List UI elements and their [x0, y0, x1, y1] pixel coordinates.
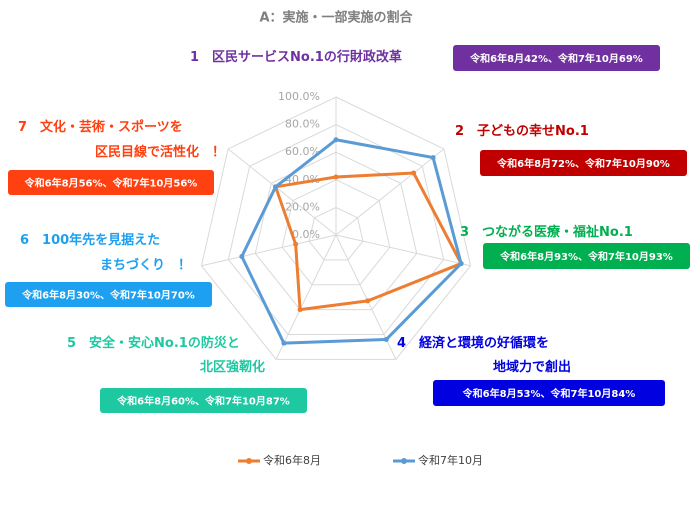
marker	[239, 253, 245, 259]
category-label-line: 2 子どもの幸せNo.1	[455, 123, 589, 139]
marker	[293, 241, 299, 247]
marker	[297, 307, 303, 313]
spoke	[335, 234, 471, 267]
category-label: 4 経済と環境の好循環を地域力で創出	[397, 335, 571, 375]
legend-label: 令和6年8月	[263, 453, 321, 467]
spoke	[201, 234, 337, 267]
category-label-line: 1 区民サービスNo.1の行財政改革	[190, 49, 402, 65]
category-label-line: 7 文化・芸術・スポーツを	[18, 119, 183, 135]
marker	[281, 340, 287, 346]
annotation: 令和6年8月30%、令和7年10月70%	[21, 289, 195, 302]
chart-title: A：実施・一部実施の割合	[259, 10, 413, 26]
annotation-box	[483, 243, 690, 269]
r-tick-label: 20.0%	[285, 200, 320, 213]
category-label: 6 100年先を見据えたまちづくり ！	[20, 232, 191, 273]
spoke	[227, 148, 337, 236]
category-label: 3 つながる医療・福祉No.1	[460, 224, 633, 240]
r-tick-label: 100.0%	[278, 90, 320, 103]
marker	[333, 174, 339, 180]
category-label: 2 子どもの幸せNo.1	[455, 123, 589, 139]
category-label-line: 区民目線で活性化 ！	[95, 144, 225, 160]
category-label-line: 地域力で創出	[493, 359, 571, 375]
marker	[383, 336, 389, 342]
category-label: 7 文化・芸術・スポーツを区民目線で活性化 ！	[18, 119, 225, 160]
annotation: 令和6年8月42%、令和7年10月69%	[469, 52, 643, 65]
r-tick-label: 0.0%	[292, 228, 320, 241]
r-tick-label: 80.0%	[285, 118, 320, 131]
annotation: 令和6年8月72%、令和7年10月90%	[496, 157, 670, 170]
legend-marker	[246, 458, 252, 464]
marker	[273, 184, 279, 190]
annotation-box	[433, 380, 665, 406]
annotation-box	[100, 388, 307, 413]
category-label-line: まちづくり ！	[100, 257, 191, 273]
marker	[411, 170, 417, 176]
grid-line	[308, 206, 364, 261]
category-label-line: 北区強靭化	[200, 359, 265, 375]
category-label-line: 4 経済と環境の好循環を	[397, 335, 549, 351]
annotation: 令和6年8月60%、令和7年10月87%	[116, 395, 290, 408]
category-label-line: 5 安全・安心No.1の防災と	[67, 335, 240, 351]
marker	[365, 298, 371, 304]
category-label: 1 区民サービスNo.1の行財政改革	[190, 49, 402, 65]
legend-label: 令和7年10月	[418, 453, 483, 467]
annotation: 令和6年8月56%、令和7年10月56%	[24, 177, 198, 190]
legend-marker	[401, 458, 407, 464]
annotation-box	[8, 170, 214, 195]
series-line	[274, 171, 463, 312]
grid-line	[281, 179, 391, 286]
annotation: 令和6年8月93%、令和7年10月93%	[499, 250, 673, 263]
annotation-box	[5, 282, 212, 307]
marker	[430, 155, 436, 161]
annotation: 令和6年8月53%、令和7年10月84%	[462, 387, 636, 400]
grid-line	[227, 124, 445, 335]
r-tick-label: 60.0%	[285, 145, 320, 158]
grid-line	[254, 151, 418, 311]
grid-line	[200, 96, 472, 360]
category-label-line: 6 100年先を見据えた	[20, 232, 160, 248]
marker	[333, 137, 339, 143]
series-line	[240, 138, 463, 345]
spoke	[275, 234, 337, 360]
annotation-box	[453, 45, 660, 71]
category-label-line: 3 つながる医療・福祉No.1	[460, 224, 633, 240]
annotation-box	[480, 150, 687, 176]
spoke	[335, 148, 445, 236]
marker	[458, 261, 464, 267]
category-label: 5 安全・安心No.1の防災と北区強靭化	[67, 335, 265, 375]
